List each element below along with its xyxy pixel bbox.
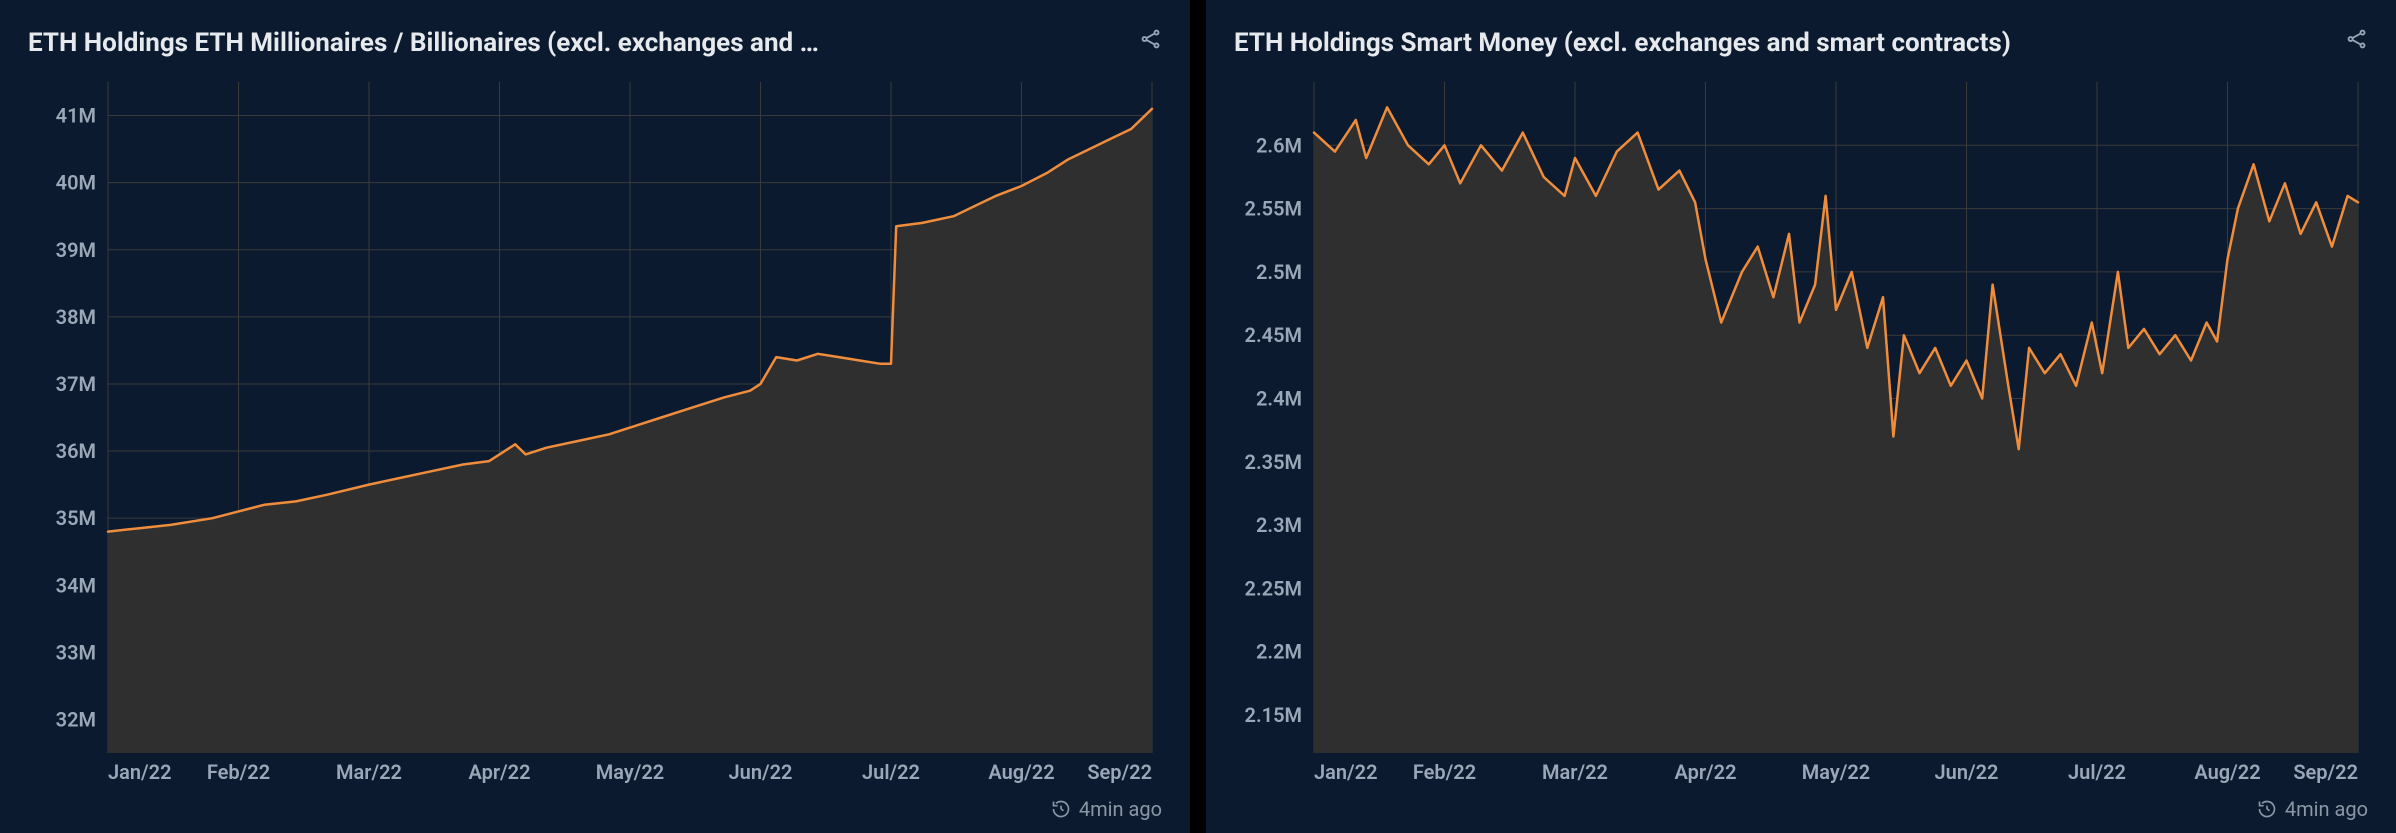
- svg-text:35M: 35M: [56, 506, 96, 530]
- svg-text:Sep/22: Sep/22: [1087, 760, 1152, 784]
- svg-text:40M: 40M: [56, 171, 96, 195]
- chart-title: ETH Holdings ETH Millionaires / Billiona…: [28, 28, 819, 58]
- svg-text:Jun/22: Jun/22: [1935, 760, 1999, 784]
- svg-text:41M: 41M: [56, 104, 96, 128]
- svg-text:39M: 39M: [56, 238, 96, 262]
- svg-text:Aug/22: Aug/22: [2194, 760, 2260, 784]
- share-icon[interactable]: [1140, 28, 1162, 54]
- svg-text:Mar/22: Mar/22: [336, 760, 402, 784]
- svg-text:Jan/22: Jan/22: [108, 760, 172, 784]
- svg-text:Aug/22: Aug/22: [988, 760, 1054, 784]
- svg-text:2.35M: 2.35M: [1245, 450, 1302, 474]
- svg-text:Apr/22: Apr/22: [1674, 760, 1736, 784]
- svg-text:2.15M: 2.15M: [1245, 703, 1302, 727]
- line-chart: 32M 33M 34M 35M 36M 37M 38M 39M 40M 41M Jan/22 Feb/…: [28, 76, 1162, 787]
- timestamp-label: 4min ago: [2285, 797, 2368, 821]
- svg-text:34M: 34M: [56, 573, 96, 597]
- svg-text:Jun/22: Jun/22: [729, 760, 793, 784]
- line-chart: 2.15M 2.2M 2.25M 2.3M 2.35M 2.4M 2.45M 2.5M 2.55…: [1234, 76, 2368, 787]
- timestamp-label: 4min ago: [1079, 797, 1162, 821]
- svg-text:36M: 36M: [56, 439, 96, 463]
- chart-area[interactable]: 2.15M 2.2M 2.25M 2.3M 2.35M 2.4M 2.45M 2.5M 2.55…: [1234, 76, 2368, 787]
- panel-footer: 4min ago: [1234, 787, 2368, 821]
- svg-text:2.2M: 2.2M: [1256, 640, 1302, 664]
- share-icon[interactable]: [2346, 28, 2368, 54]
- svg-text:2.25M: 2.25M: [1245, 576, 1302, 600]
- svg-text:May/22: May/22: [596, 760, 665, 784]
- refresh-clock-icon[interactable]: [2257, 799, 2277, 819]
- svg-text:Apr/22: Apr/22: [468, 760, 530, 784]
- chart-panel-left: ETH Holdings ETH Millionaires / Billiona…: [0, 0, 1190, 833]
- panel-header: ETH Holdings ETH Millionaires / Billiona…: [28, 28, 1162, 58]
- svg-text:2.3M: 2.3M: [1256, 513, 1302, 537]
- svg-text:33M: 33M: [56, 640, 96, 664]
- svg-text:Feb/22: Feb/22: [207, 760, 270, 784]
- svg-text:May/22: May/22: [1802, 760, 1871, 784]
- chart-area[interactable]: 32M 33M 34M 35M 36M 37M 38M 39M 40M 41M Jan/22 Feb/…: [28, 76, 1162, 787]
- svg-text:Mar/22: Mar/22: [1542, 760, 1608, 784]
- svg-text:37M: 37M: [56, 372, 96, 396]
- svg-text:2.6M: 2.6M: [1256, 133, 1302, 157]
- chart-panel-right: ETH Holdings Smart Money (excl. exchange…: [1206, 0, 2396, 833]
- svg-text:Sep/22: Sep/22: [2293, 760, 2358, 784]
- svg-text:Jan/22: Jan/22: [1314, 760, 1378, 784]
- svg-text:Feb/22: Feb/22: [1413, 760, 1476, 784]
- svg-text:38M: 38M: [56, 305, 96, 329]
- svg-text:2.55M: 2.55M: [1245, 197, 1302, 221]
- svg-text:32M: 32M: [56, 707, 96, 731]
- chart-title: ETH Holdings Smart Money (excl. exchange…: [1234, 28, 2011, 58]
- panel-header: ETH Holdings Smart Money (excl. exchange…: [1234, 28, 2368, 58]
- svg-text:Jul/22: Jul/22: [862, 760, 920, 784]
- svg-text:2.45M: 2.45M: [1245, 323, 1302, 347]
- svg-text:2.5M: 2.5M: [1256, 260, 1302, 284]
- svg-text:2.4M: 2.4M: [1256, 387, 1302, 411]
- panel-footer: 4min ago: [28, 787, 1162, 821]
- svg-text:Jul/22: Jul/22: [2068, 760, 2126, 784]
- refresh-clock-icon[interactable]: [1051, 799, 1071, 819]
